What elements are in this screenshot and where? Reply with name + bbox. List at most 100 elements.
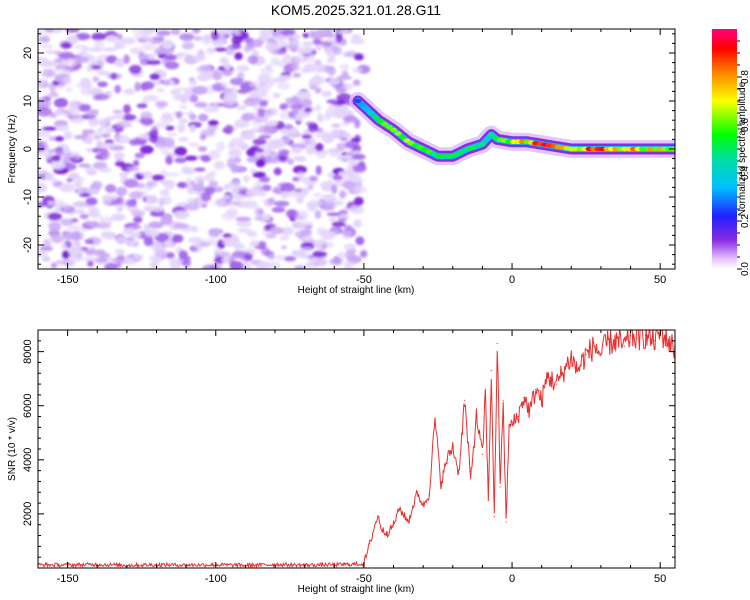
snr-point bbox=[570, 356, 572, 358]
snr-point bbox=[644, 334, 647, 336]
noise-blob bbox=[65, 29, 80, 33]
noise-blob bbox=[321, 150, 329, 155]
noise-blob bbox=[54, 58, 63, 63]
noise-blob bbox=[294, 251, 303, 258]
snr-point bbox=[600, 353, 602, 355]
noise-blob bbox=[226, 207, 239, 218]
noise-blob bbox=[38, 151, 44, 157]
noise-blob bbox=[144, 118, 154, 125]
colorbar-tick-label: 0.4 bbox=[740, 166, 750, 180]
noise-blob bbox=[178, 118, 189, 124]
noise-blob bbox=[247, 55, 259, 65]
noise-blob bbox=[90, 60, 98, 67]
y-tick-label: 10 bbox=[22, 95, 34, 107]
noise-blob bbox=[234, 52, 243, 61]
ridge-point bbox=[487, 132, 495, 137]
noise-blob bbox=[160, 39, 175, 49]
noise-blob bbox=[219, 29, 231, 34]
noise-blob bbox=[62, 76, 72, 86]
noise-blob bbox=[227, 44, 242, 50]
x-tick-label: -150 bbox=[57, 573, 79, 585]
ridge-point bbox=[363, 107, 371, 112]
noise-blob bbox=[246, 188, 262, 197]
noise-blob bbox=[94, 257, 108, 264]
snr-point bbox=[464, 399, 466, 401]
noise-blob bbox=[174, 157, 187, 164]
noise-blob bbox=[309, 84, 317, 90]
noise-blob bbox=[313, 258, 328, 267]
spectrogram-plot-area bbox=[38, 29, 675, 269]
noise-blob bbox=[343, 83, 354, 91]
noise-blob bbox=[222, 194, 231, 201]
noise-blob bbox=[115, 197, 123, 204]
noise-blob bbox=[38, 168, 48, 175]
noise-blob bbox=[204, 186, 216, 194]
noise-blob bbox=[309, 137, 316, 147]
noise-blob bbox=[212, 71, 223, 81]
noise-blob bbox=[221, 236, 237, 246]
noise-blob bbox=[223, 62, 232, 71]
noise-blob bbox=[155, 100, 169, 108]
noise-blob bbox=[73, 180, 83, 188]
noise-blob bbox=[331, 123, 341, 128]
noise-blob bbox=[249, 81, 264, 89]
noise-blob bbox=[134, 81, 141, 92]
noise-blob bbox=[38, 183, 48, 193]
noise-blob bbox=[234, 31, 242, 36]
noise-blob bbox=[259, 75, 269, 83]
x-tick-label: -100 bbox=[205, 573, 227, 585]
noise-blob bbox=[48, 82, 57, 92]
y-tick-label: 0 bbox=[22, 146, 34, 152]
snr-point bbox=[481, 453, 483, 455]
x-tick-label: -100 bbox=[205, 274, 227, 286]
snr-point bbox=[517, 415, 519, 418]
noise-blob bbox=[351, 153, 366, 160]
noise-blob bbox=[88, 118, 101, 124]
noise-blob bbox=[328, 216, 336, 223]
noise-blob bbox=[175, 111, 183, 119]
noise-blob bbox=[129, 64, 142, 75]
noise-blob bbox=[208, 149, 221, 160]
snr-point bbox=[505, 521, 507, 523]
noise-blob bbox=[292, 146, 303, 154]
noise-blob bbox=[45, 29, 54, 34]
noise-blob bbox=[104, 262, 118, 269]
noise-blob bbox=[357, 161, 366, 169]
noise-blob bbox=[148, 255, 163, 262]
noise-blob bbox=[272, 92, 281, 99]
noise-blob bbox=[301, 97, 312, 108]
snr-point bbox=[541, 399, 543, 401]
colorbar-tick-label: 0.0 bbox=[740, 262, 750, 276]
noise-blob bbox=[224, 124, 234, 135]
noise-blob bbox=[235, 105, 247, 111]
noise-blob bbox=[332, 174, 343, 181]
noise-blob bbox=[208, 228, 224, 235]
noise-blob bbox=[312, 251, 328, 258]
noise-blob bbox=[98, 249, 106, 259]
snr-frame bbox=[37, 329, 676, 569]
noise-blob bbox=[164, 54, 178, 61]
noise-blob bbox=[223, 92, 238, 103]
snr-point bbox=[470, 478, 472, 480]
spectral-ridge bbox=[349, 92, 675, 166]
noise-blob bbox=[71, 175, 82, 181]
noise-blob bbox=[360, 250, 368, 258]
noise-blob bbox=[162, 240, 175, 248]
noise-blob bbox=[85, 166, 96, 175]
noise-blob bbox=[60, 218, 74, 227]
noise-blob bbox=[271, 206, 286, 213]
noise-blob bbox=[94, 39, 105, 49]
noise-blob bbox=[197, 73, 211, 82]
noise-blob bbox=[312, 192, 324, 198]
ridge-point bbox=[403, 138, 411, 143]
noise-blob bbox=[87, 260, 94, 267]
noise-blob bbox=[83, 221, 95, 226]
noise-blob bbox=[282, 54, 292, 64]
noise-blob bbox=[242, 174, 250, 183]
noise-blob bbox=[210, 31, 219, 41]
noise-blob bbox=[335, 32, 343, 43]
noise-blob bbox=[61, 243, 67, 250]
snr-point bbox=[576, 370, 578, 372]
noise-blob bbox=[321, 230, 336, 240]
